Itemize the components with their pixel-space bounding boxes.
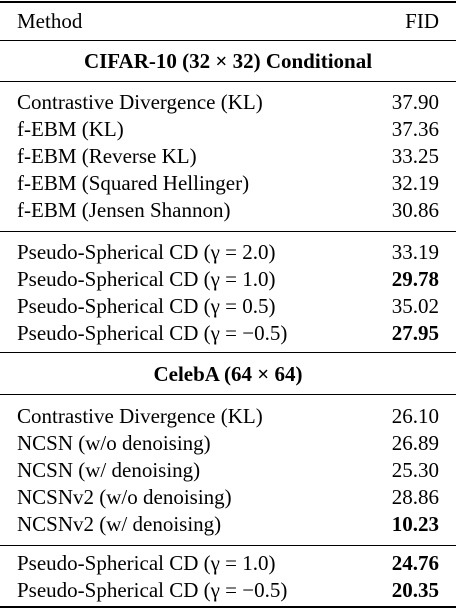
header-method: Method (17, 9, 83, 33)
fid-cell: 30.86 (391, 198, 439, 222)
method-cell: Pseudo-Spherical CD (γ = −0.5) (17, 578, 288, 602)
header-fid: FID (405, 9, 439, 33)
section-2-title-rule (0, 394, 456, 395)
fid-cell-best: 24.76 (391, 551, 439, 575)
section-1-title-rule (0, 81, 456, 82)
fid-cell-best: 10.23 (391, 512, 439, 536)
fid-cell-best: 20.35 (391, 578, 439, 602)
method-cell: Pseudo-Spherical CD (γ = 1.0) (17, 267, 276, 291)
fid-cell: 37.90 (391, 90, 439, 114)
method-cell: f-EBM (Reverse KL) (17, 144, 197, 168)
fid-cell-best: 27.95 (391, 321, 439, 345)
fid-cell: 26.89 (391, 431, 439, 455)
fid-cell: 28.86 (391, 485, 439, 509)
section-title: CelebA (64 × 64) (153, 362, 303, 386)
section-title: CIFAR-10 (32 × 32) Conditional (83, 49, 373, 73)
method-cell: NCSNv2 (w/o denoising) (17, 485, 232, 509)
method-cell: Contrastive Divergence (KL) (17, 90, 263, 114)
method-cell: Pseudo-Spherical CD (γ = 2.0) (17, 240, 276, 264)
fid-cell: 32.19 (391, 171, 439, 195)
section-1-group-rule (0, 231, 456, 232)
fid-cell-best: 29.78 (391, 267, 439, 291)
fid-cell: 25.30 (391, 458, 439, 482)
bottom-rule (0, 606, 456, 608)
fid-cell: 33.19 (391, 240, 439, 264)
fid-cell: 35.02 (391, 294, 439, 318)
fid-cell: 37.36 (391, 117, 439, 141)
method-cell: Pseudo-Spherical CD (γ = −0.5) (17, 321, 288, 345)
method-cell: f-EBM (Squared Hellinger) (17, 171, 250, 195)
top-rule (0, 1, 456, 3)
method-cell: f-EBM (KL) (17, 117, 124, 141)
method-cell: NCSN (w/ denoising) (17, 458, 201, 482)
method-cell: NCSN (w/o denoising) (17, 431, 211, 455)
section-2-group-rule (0, 545, 456, 546)
method-cell: f-EBM (Jensen Shannon) (17, 198, 231, 222)
method-cell: Contrastive Divergence (KL) (17, 404, 263, 428)
fid-cell: 33.25 (391, 144, 439, 168)
section-2-start-rule (0, 352, 456, 353)
header-rule (0, 40, 456, 41)
method-cell: Pseudo-Spherical CD (γ = 1.0) (17, 551, 276, 575)
fid-cell: 26.10 (391, 404, 439, 428)
method-cell: Pseudo-Spherical CD (γ = 0.5) (17, 294, 276, 318)
method-cell: NCSNv2 (w/ denoising) (17, 512, 222, 536)
